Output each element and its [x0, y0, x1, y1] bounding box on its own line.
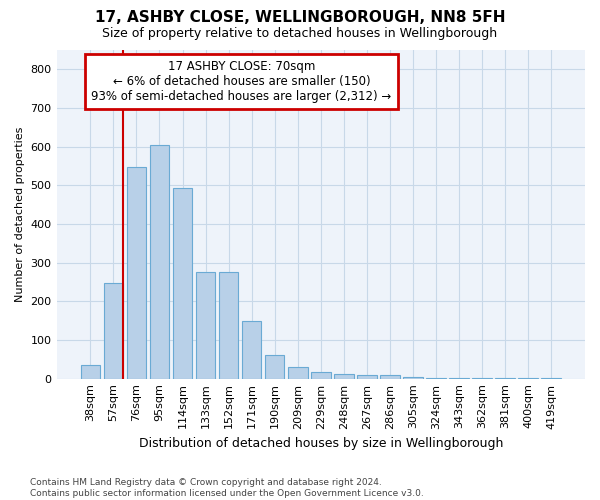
Text: Contains HM Land Registry data © Crown copyright and database right 2024.
Contai: Contains HM Land Registry data © Crown c… — [30, 478, 424, 498]
Y-axis label: Number of detached properties: Number of detached properties — [15, 126, 25, 302]
Bar — [334, 374, 353, 378]
Bar — [311, 372, 331, 378]
Bar — [173, 188, 193, 378]
Bar — [357, 375, 377, 378]
Bar — [403, 376, 423, 378]
Text: 17 ASHBY CLOSE: 70sqm
← 6% of detached houses are smaller (150)
93% of semi-deta: 17 ASHBY CLOSE: 70sqm ← 6% of detached h… — [91, 60, 392, 103]
Bar — [380, 375, 400, 378]
Bar — [196, 272, 215, 378]
Bar — [219, 272, 238, 378]
Bar — [149, 144, 169, 378]
Bar — [242, 322, 262, 378]
Bar — [80, 365, 100, 378]
Text: Size of property relative to detached houses in Wellingborough: Size of property relative to detached ho… — [103, 28, 497, 40]
Text: 17, ASHBY CLOSE, WELLINGBOROUGH, NN8 5FH: 17, ASHBY CLOSE, WELLINGBOROUGH, NN8 5FH — [95, 10, 505, 25]
Bar — [288, 367, 308, 378]
Bar — [127, 167, 146, 378]
Bar — [104, 283, 123, 378]
Bar — [265, 356, 284, 378]
X-axis label: Distribution of detached houses by size in Wellingborough: Distribution of detached houses by size … — [139, 437, 503, 450]
